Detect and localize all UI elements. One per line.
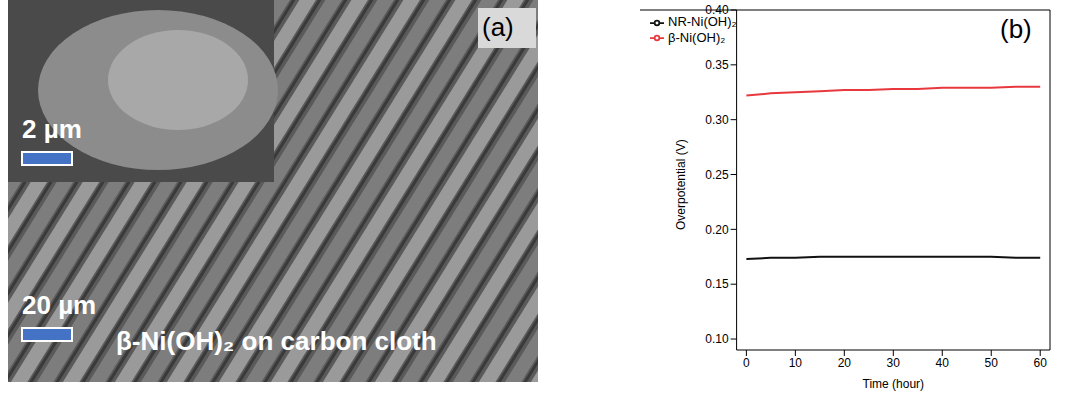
html-text:(b): (b) [1000,14,1032,44]
svg-text:20: 20 [838,356,852,370]
svg-text:0.20: 0.20 [705,223,729,237]
svg-text:0: 0 [743,356,750,370]
svg-text:0.40: 0.40 [705,3,729,17]
svg-text:0.30: 0.30 [705,113,729,127]
svg-text:0.15: 0.15 [705,277,729,291]
svg-text:Overpotential (V): Overpotential (V) [674,139,688,230]
html-text:20 µm: 20 µm [22,290,97,320]
html-text:2 µm: 2 µm [22,114,82,144]
svg-text:Time (hour): Time (hour) [863,377,925,391]
svg-text:60: 60 [1034,356,1048,370]
html-text:NR-Ni(OH)₂: NR-Ni(OH)₂ [668,14,737,29]
svg-text:0.35: 0.35 [705,58,729,72]
svg-text:0.10: 0.10 [705,332,729,346]
svg-text:30: 30 [887,356,901,370]
svg-text:0.25: 0.25 [705,168,729,182]
svg-text:40: 40 [936,356,950,370]
html-text:β-Ni(OH)₂ on carbon cloth: β-Ni(OH)₂ on carbon cloth [116,326,437,356]
svg-text:10: 10 [789,356,803,370]
svg-text:50: 50 [985,356,999,370]
html-text:(a): (a) [482,12,514,42]
html-text:β-Ni(OH)₂: β-Ni(OH)₂ [668,29,726,45]
